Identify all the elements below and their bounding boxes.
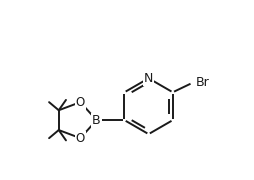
Text: O: O <box>76 132 85 145</box>
Text: N: N <box>144 72 153 85</box>
Text: Br: Br <box>196 76 209 89</box>
Text: O: O <box>76 96 85 109</box>
Text: B: B <box>92 114 101 127</box>
